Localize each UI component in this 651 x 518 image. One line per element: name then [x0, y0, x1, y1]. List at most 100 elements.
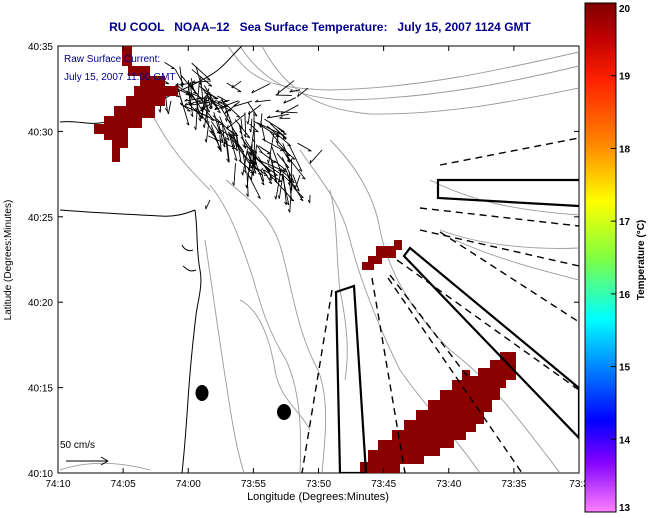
current-vector-head — [287, 144, 291, 147]
current-vector — [190, 92, 204, 113]
current-vector — [278, 173, 284, 199]
sst-patch-center — [362, 240, 402, 270]
current-vector-head — [278, 169, 282, 173]
current-vector-head — [287, 159, 291, 163]
current-vector — [219, 135, 222, 152]
current-vector — [292, 174, 300, 192]
current-vector — [271, 160, 278, 183]
current-vector — [282, 173, 287, 205]
current-vector-head — [222, 143, 226, 148]
colorbar-ticks: 20 19 18 17 16 15 14 13 — [611, 2, 631, 514]
current-vector-head — [252, 138, 255, 143]
current-vector-head — [253, 162, 256, 166]
current-vector-head — [249, 176, 252, 181]
current-vector — [288, 143, 303, 172]
sst-patch-southeast — [360, 352, 516, 473]
colorbar-tick-label: 16 — [619, 290, 631, 301]
current-vector-head — [274, 174, 278, 176]
current-vector — [217, 99, 230, 104]
current-vector — [210, 124, 221, 150]
current-vector — [247, 173, 261, 199]
current-vector-head — [287, 209, 291, 213]
current-vector — [248, 151, 271, 172]
current-vector — [260, 151, 276, 163]
current-vector — [213, 112, 221, 134]
current-vector-head — [190, 86, 194, 91]
current-vector — [233, 100, 253, 107]
current-vector-head — [214, 106, 218, 111]
current-vector — [297, 142, 312, 152]
current-vector — [214, 100, 239, 111]
current-vector-head — [277, 89, 280, 94]
current-vector — [222, 124, 226, 148]
current-vector-head — [245, 193, 249, 197]
current-vector — [184, 97, 205, 102]
current-vector — [164, 61, 175, 69]
current-annotation-line2: July 15, 2007 11:00 GMT — [64, 72, 176, 83]
figure-title: RU COOL NOAA–12 Sea Surface Temperature:… — [109, 20, 531, 34]
current-vector-head — [275, 109, 280, 112]
current-vector — [180, 75, 197, 94]
current-vector-head — [243, 145, 247, 149]
x-tick-label: 73:35 — [501, 479, 526, 490]
current-vector — [201, 99, 218, 110]
current-vector-head — [193, 91, 197, 95]
current-vector-head — [254, 99, 259, 103]
current-vector — [267, 165, 283, 176]
offshore-box — [436, 178, 579, 208]
current-vector — [175, 81, 201, 86]
current-vector — [230, 123, 238, 151]
current-vector — [289, 89, 301, 93]
current-vector — [248, 104, 262, 115]
current-vector-head — [246, 120, 249, 125]
current-vector-head — [279, 116, 283, 119]
current-vector-head — [297, 93, 300, 97]
current-vector — [235, 132, 242, 163]
diagonal-box — [402, 246, 579, 440]
current-vector — [247, 101, 258, 117]
current-vector-head — [307, 199, 311, 204]
current-vector-head — [284, 201, 287, 206]
current-vector — [167, 100, 172, 115]
scale-arrow — [66, 456, 109, 466]
station-marker-2 — [277, 404, 291, 420]
current-vector-head — [233, 103, 237, 107]
y-tick-label: 40:25 — [28, 213, 53, 224]
current-vector-head — [251, 160, 254, 164]
x-axis: 74:10 74:05 74:00 73:55 73:50 73:45 73:40 73:35… — [45, 46, 589, 490]
current-vector — [196, 83, 200, 112]
current-vector — [197, 109, 214, 134]
x-axis-label: Longitude (Degrees:Minutes) — [247, 491, 389, 503]
current-vector — [281, 174, 290, 206]
current-vector — [195, 98, 202, 122]
current-vector-head — [309, 159, 312, 164]
current-vector — [219, 128, 234, 139]
current-vector — [231, 80, 242, 89]
current-vector — [277, 80, 295, 94]
x-tick-label: 74:05 — [111, 479, 136, 490]
current-vector-head — [184, 102, 188, 106]
current-vector-head — [243, 134, 247, 138]
current-vector-head — [246, 136, 251, 139]
current-vector — [191, 62, 211, 81]
current-vector — [226, 127, 239, 136]
current-vector — [205, 199, 211, 210]
current-vector — [247, 112, 251, 125]
surface-current-vectors — [155, 61, 323, 213]
current-vector — [249, 123, 256, 156]
current-vector-head — [234, 147, 238, 152]
current-vector-head — [200, 98, 204, 102]
current-vector — [257, 156, 274, 179]
current-vector-head — [217, 100, 221, 104]
y-tick-label: 40:20 — [28, 298, 53, 309]
narrow-box — [334, 284, 368, 473]
current-vector-head — [190, 113, 194, 117]
x-tick-label: 74:10 — [45, 479, 70, 490]
current-vector-head — [220, 138, 224, 143]
current-vector — [253, 120, 280, 138]
current-vector-head — [166, 110, 169, 115]
sst-warm-patches — [94, 46, 516, 473]
current-vector — [242, 144, 258, 153]
current-vector — [207, 135, 236, 149]
colorbar-tick-label: 17 — [619, 217, 631, 228]
